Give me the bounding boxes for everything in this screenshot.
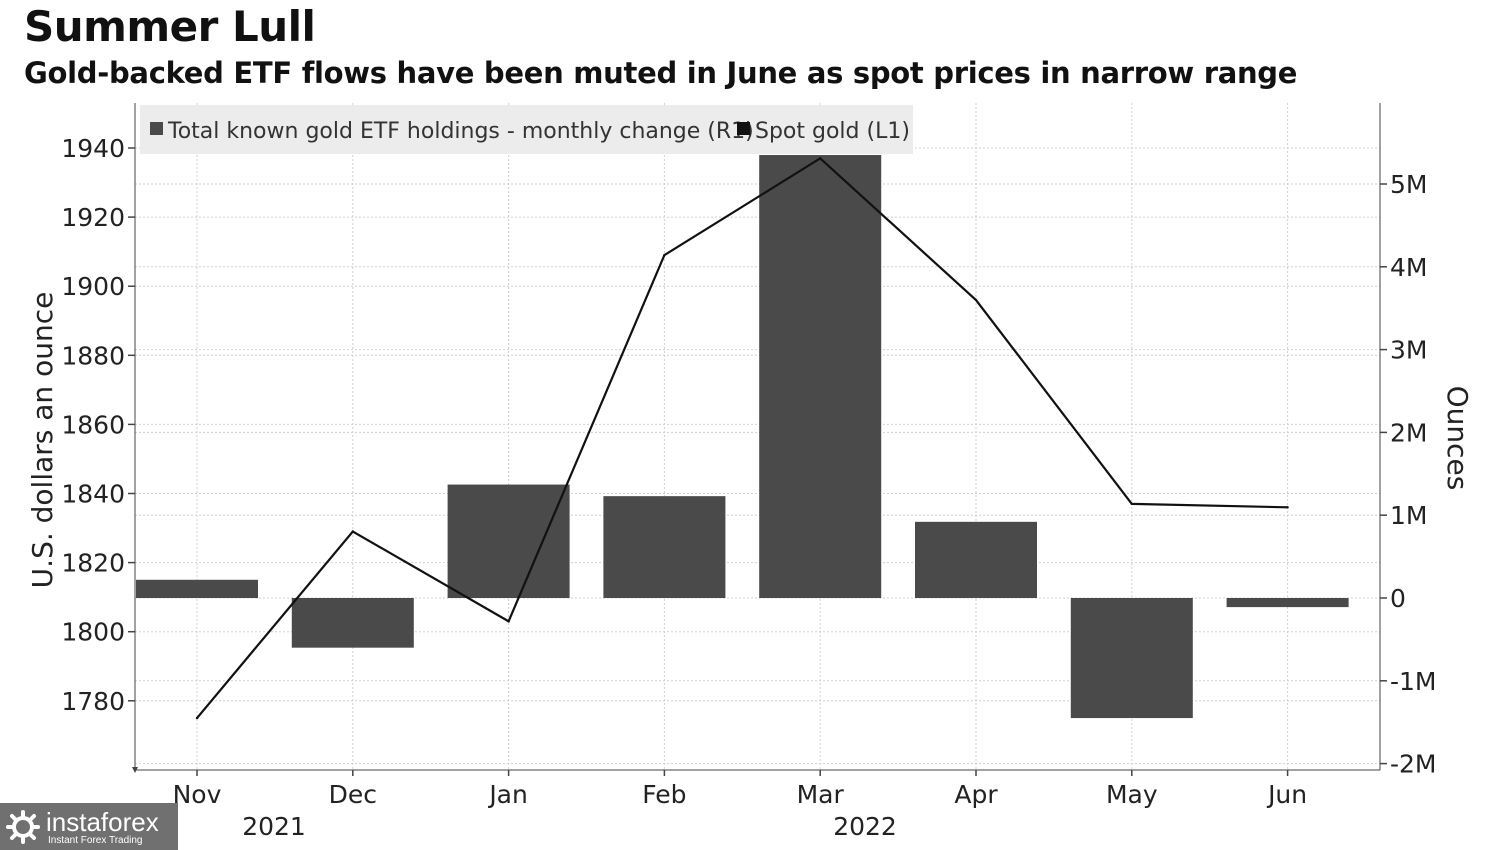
- bar: [759, 155, 882, 598]
- watermark-tagline: Instant Forex Trading: [48, 835, 143, 846]
- right-tick-label: -1M: [1390, 667, 1437, 696]
- chart-subtitle: Gold-backed ETF flows have been muted in…: [24, 56, 1298, 90]
- legend-label-bars: Total known gold ETF holdings - monthly …: [167, 119, 754, 144]
- chart-title: Summer Lull: [24, 2, 316, 51]
- line-point: [974, 298, 978, 302]
- line-point: [819, 157, 822, 160]
- right-tick-label: 0: [1390, 584, 1406, 613]
- x-tick-label: Jun: [1266, 780, 1307, 809]
- right-axis-label: Ounces: [1441, 386, 1474, 491]
- spot-gold-line: [196, 156, 1288, 719]
- legend-swatch-line: [737, 122, 750, 135]
- bar: [1070, 598, 1193, 719]
- right-tick-label: -2M: [1390, 750, 1437, 779]
- legend-label-line: Spot gold (L1): [755, 119, 910, 144]
- gear-logo-icon: [6, 810, 40, 844]
- line-point: [351, 530, 354, 533]
- line-point: [507, 620, 510, 623]
- right-tick-label: 1M: [1390, 501, 1427, 530]
- x-tick-label: May: [1106, 780, 1158, 809]
- bar: [447, 484, 570, 598]
- left-tick-label: 1800: [61, 618, 125, 647]
- line-point: [195, 716, 199, 720]
- left-tick-label: 1940: [61, 134, 125, 163]
- left-tick-label: 1880: [61, 341, 125, 370]
- right-tick-label: 4M: [1390, 253, 1427, 282]
- line-point: [1130, 502, 1134, 506]
- left-tick-label: 1820: [61, 549, 125, 578]
- bar: [603, 496, 726, 598]
- bar: [915, 521, 1037, 598]
- legend-box: [140, 105, 913, 154]
- left-tick-label: 1860: [61, 410, 125, 439]
- axis-end-marker: [132, 767, 138, 773]
- left-tick-label: 1780: [61, 687, 125, 716]
- legend-swatch-bars: [150, 122, 163, 135]
- year-label: 2022: [833, 812, 897, 841]
- watermark-name: instaforex: [46, 807, 159, 837]
- x-tick-label: Nov: [173, 780, 222, 809]
- bar: [136, 579, 258, 598]
- left-axis-label: U.S. dollars an ounce: [26, 292, 59, 589]
- x-tick-label: Jan: [487, 780, 528, 809]
- bar: [1226, 598, 1349, 608]
- right-tick-label: 3M: [1390, 336, 1427, 365]
- right-tick-label: 5M: [1390, 170, 1427, 199]
- left-tick-label: 1840: [61, 480, 125, 509]
- x-tick-label: Apr: [954, 780, 998, 809]
- right-tick-label: 2M: [1390, 418, 1427, 447]
- left-tick-label: 1920: [61, 203, 125, 232]
- bar: [291, 598, 414, 648]
- watermark: instaforex Instant Forex Trading: [0, 803, 178, 850]
- year-label: 2021: [242, 812, 306, 841]
- left-tick-label: 1900: [61, 272, 125, 301]
- x-tick-label: Feb: [642, 780, 686, 809]
- line-point: [1286, 506, 1289, 509]
- x-tick-label: Dec: [329, 780, 377, 809]
- line-point: [663, 253, 666, 257]
- x-tick-label: Mar: [797, 780, 845, 809]
